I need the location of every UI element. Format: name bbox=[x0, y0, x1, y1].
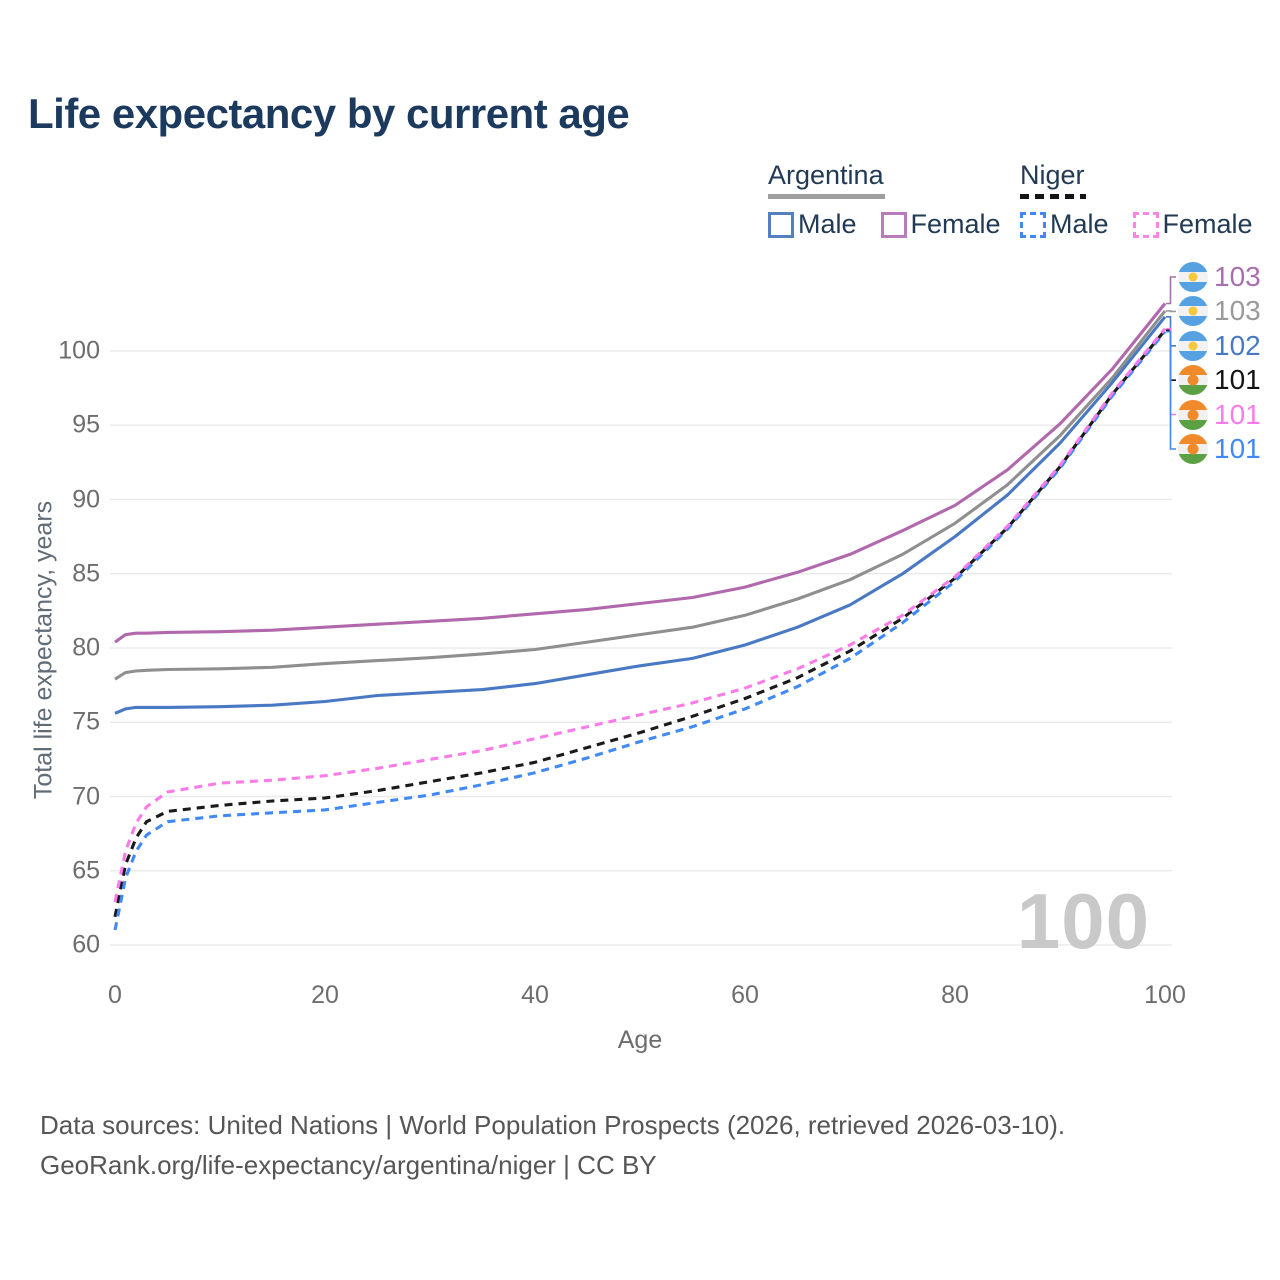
legend-item-label: Male bbox=[798, 209, 857, 239]
endpoint-label-row: 102 bbox=[1178, 329, 1261, 361]
y-tick-label: 60 bbox=[72, 930, 100, 959]
niger-male-swatch-icon bbox=[1020, 211, 1046, 238]
x-tick-label: 60 bbox=[731, 981, 759, 1009]
x-tick-label: 40 bbox=[521, 981, 549, 1009]
legend-group-niger: Niger Male Female bbox=[1020, 160, 1277, 240]
argentina-line-swatch bbox=[768, 194, 885, 199]
series-niger-female bbox=[113, 327, 1167, 903]
endpoint-leader-line bbox=[1166, 310, 1176, 313]
legend-item-niger-female[interactable]: Female bbox=[1132, 209, 1253, 240]
age-counter-watermark: 100 bbox=[1016, 877, 1150, 965]
y-axis-title: Total life expectancy, years bbox=[29, 500, 58, 800]
endpoint-label-row: 103 bbox=[1178, 261, 1261, 292]
y-tick-label: 100 bbox=[58, 336, 100, 365]
legend-item-label: Male bbox=[1050, 209, 1109, 239]
series-argentina-male bbox=[114, 315, 1167, 715]
y-tick-label: 65 bbox=[72, 856, 100, 885]
y-tick-label: 90 bbox=[72, 485, 100, 513]
endpoint-value: 101 bbox=[1214, 433, 1261, 464]
x-axis-title: Age bbox=[617, 1026, 663, 1054]
endpoint-value: 101 bbox=[1214, 398, 1261, 430]
x-tick-label: 100 bbox=[1144, 981, 1186, 1009]
legend-country-label: Argentina bbox=[768, 160, 884, 190]
niger-flag-icon bbox=[1178, 434, 1208, 464]
legend-group-argentina: Argentina Male Female bbox=[768, 160, 1025, 240]
series-niger-both-sexes bbox=[113, 329, 1167, 918]
y-tick-label: 75 bbox=[72, 707, 100, 736]
legend-item-argentina-male[interactable]: Male bbox=[768, 209, 857, 240]
argentina-flag-icon bbox=[1178, 296, 1208, 327]
footer: Data sources: United Nations | World Pop… bbox=[40, 1105, 1065, 1185]
series-argentina-female bbox=[114, 302, 1167, 644]
legend-item-label: Female bbox=[1162, 209, 1253, 239]
niger-line-swatch bbox=[1020, 194, 1086, 199]
endpoint-value: 103 bbox=[1214, 261, 1261, 292]
legend-country-label: Niger bbox=[1020, 160, 1085, 190]
endpoint-leader-line bbox=[1166, 330, 1176, 450]
endpoint-value: 101 bbox=[1214, 364, 1261, 396]
legend-item-label: Female bbox=[910, 209, 1001, 239]
series-niger-male bbox=[113, 330, 1167, 931]
argentina-flag-icon bbox=[1178, 330, 1208, 361]
series-argentina-both-sexes bbox=[114, 309, 1167, 681]
endpoint-label-row: 103 bbox=[1178, 295, 1261, 327]
niger-female-swatch-icon bbox=[1132, 211, 1159, 238]
y-tick-label: 95 bbox=[72, 410, 100, 439]
endpoint-value: 102 bbox=[1214, 329, 1261, 361]
argentina-male-swatch-icon bbox=[768, 211, 794, 238]
endpoint-label-row: 101 bbox=[1178, 398, 1261, 430]
x-tick-label: 0 bbox=[108, 981, 122, 1009]
footer-attribution: GeoRank.org/life-expectancy/argentina/ni… bbox=[40, 1150, 657, 1180]
argentina-female-swatch-icon bbox=[880, 211, 907, 238]
endpoint-label-row: 101 bbox=[1178, 433, 1261, 464]
y-tick-label: 80 bbox=[72, 633, 100, 662]
footer-sources: Data sources: United Nations | World Pop… bbox=[40, 1110, 1066, 1140]
x-tick-label: 20 bbox=[311, 981, 339, 1009]
endpoint-value: 103 bbox=[1214, 295, 1261, 327]
niger-flag-icon bbox=[1178, 365, 1208, 396]
page-title: Life expectancy by current age bbox=[28, 90, 630, 137]
endpoint-leader-line bbox=[1166, 276, 1176, 305]
y-tick-label: 70 bbox=[72, 782, 100, 810]
legend-item-niger-male[interactable]: Male bbox=[1020, 209, 1109, 240]
endpoint-label-row: 101 bbox=[1178, 364, 1261, 396]
legend-country-argentina[interactable]: Argentina bbox=[768, 160, 1025, 199]
argentina-flag-icon bbox=[1178, 262, 1208, 292]
legend-country-niger[interactable]: Niger bbox=[1020, 160, 1277, 199]
x-tick-label: 80 bbox=[941, 981, 969, 1009]
legend-item-argentina-female[interactable]: Female bbox=[880, 209, 1001, 240]
y-tick-label: 85 bbox=[72, 559, 100, 588]
niger-flag-icon bbox=[1178, 399, 1208, 430]
